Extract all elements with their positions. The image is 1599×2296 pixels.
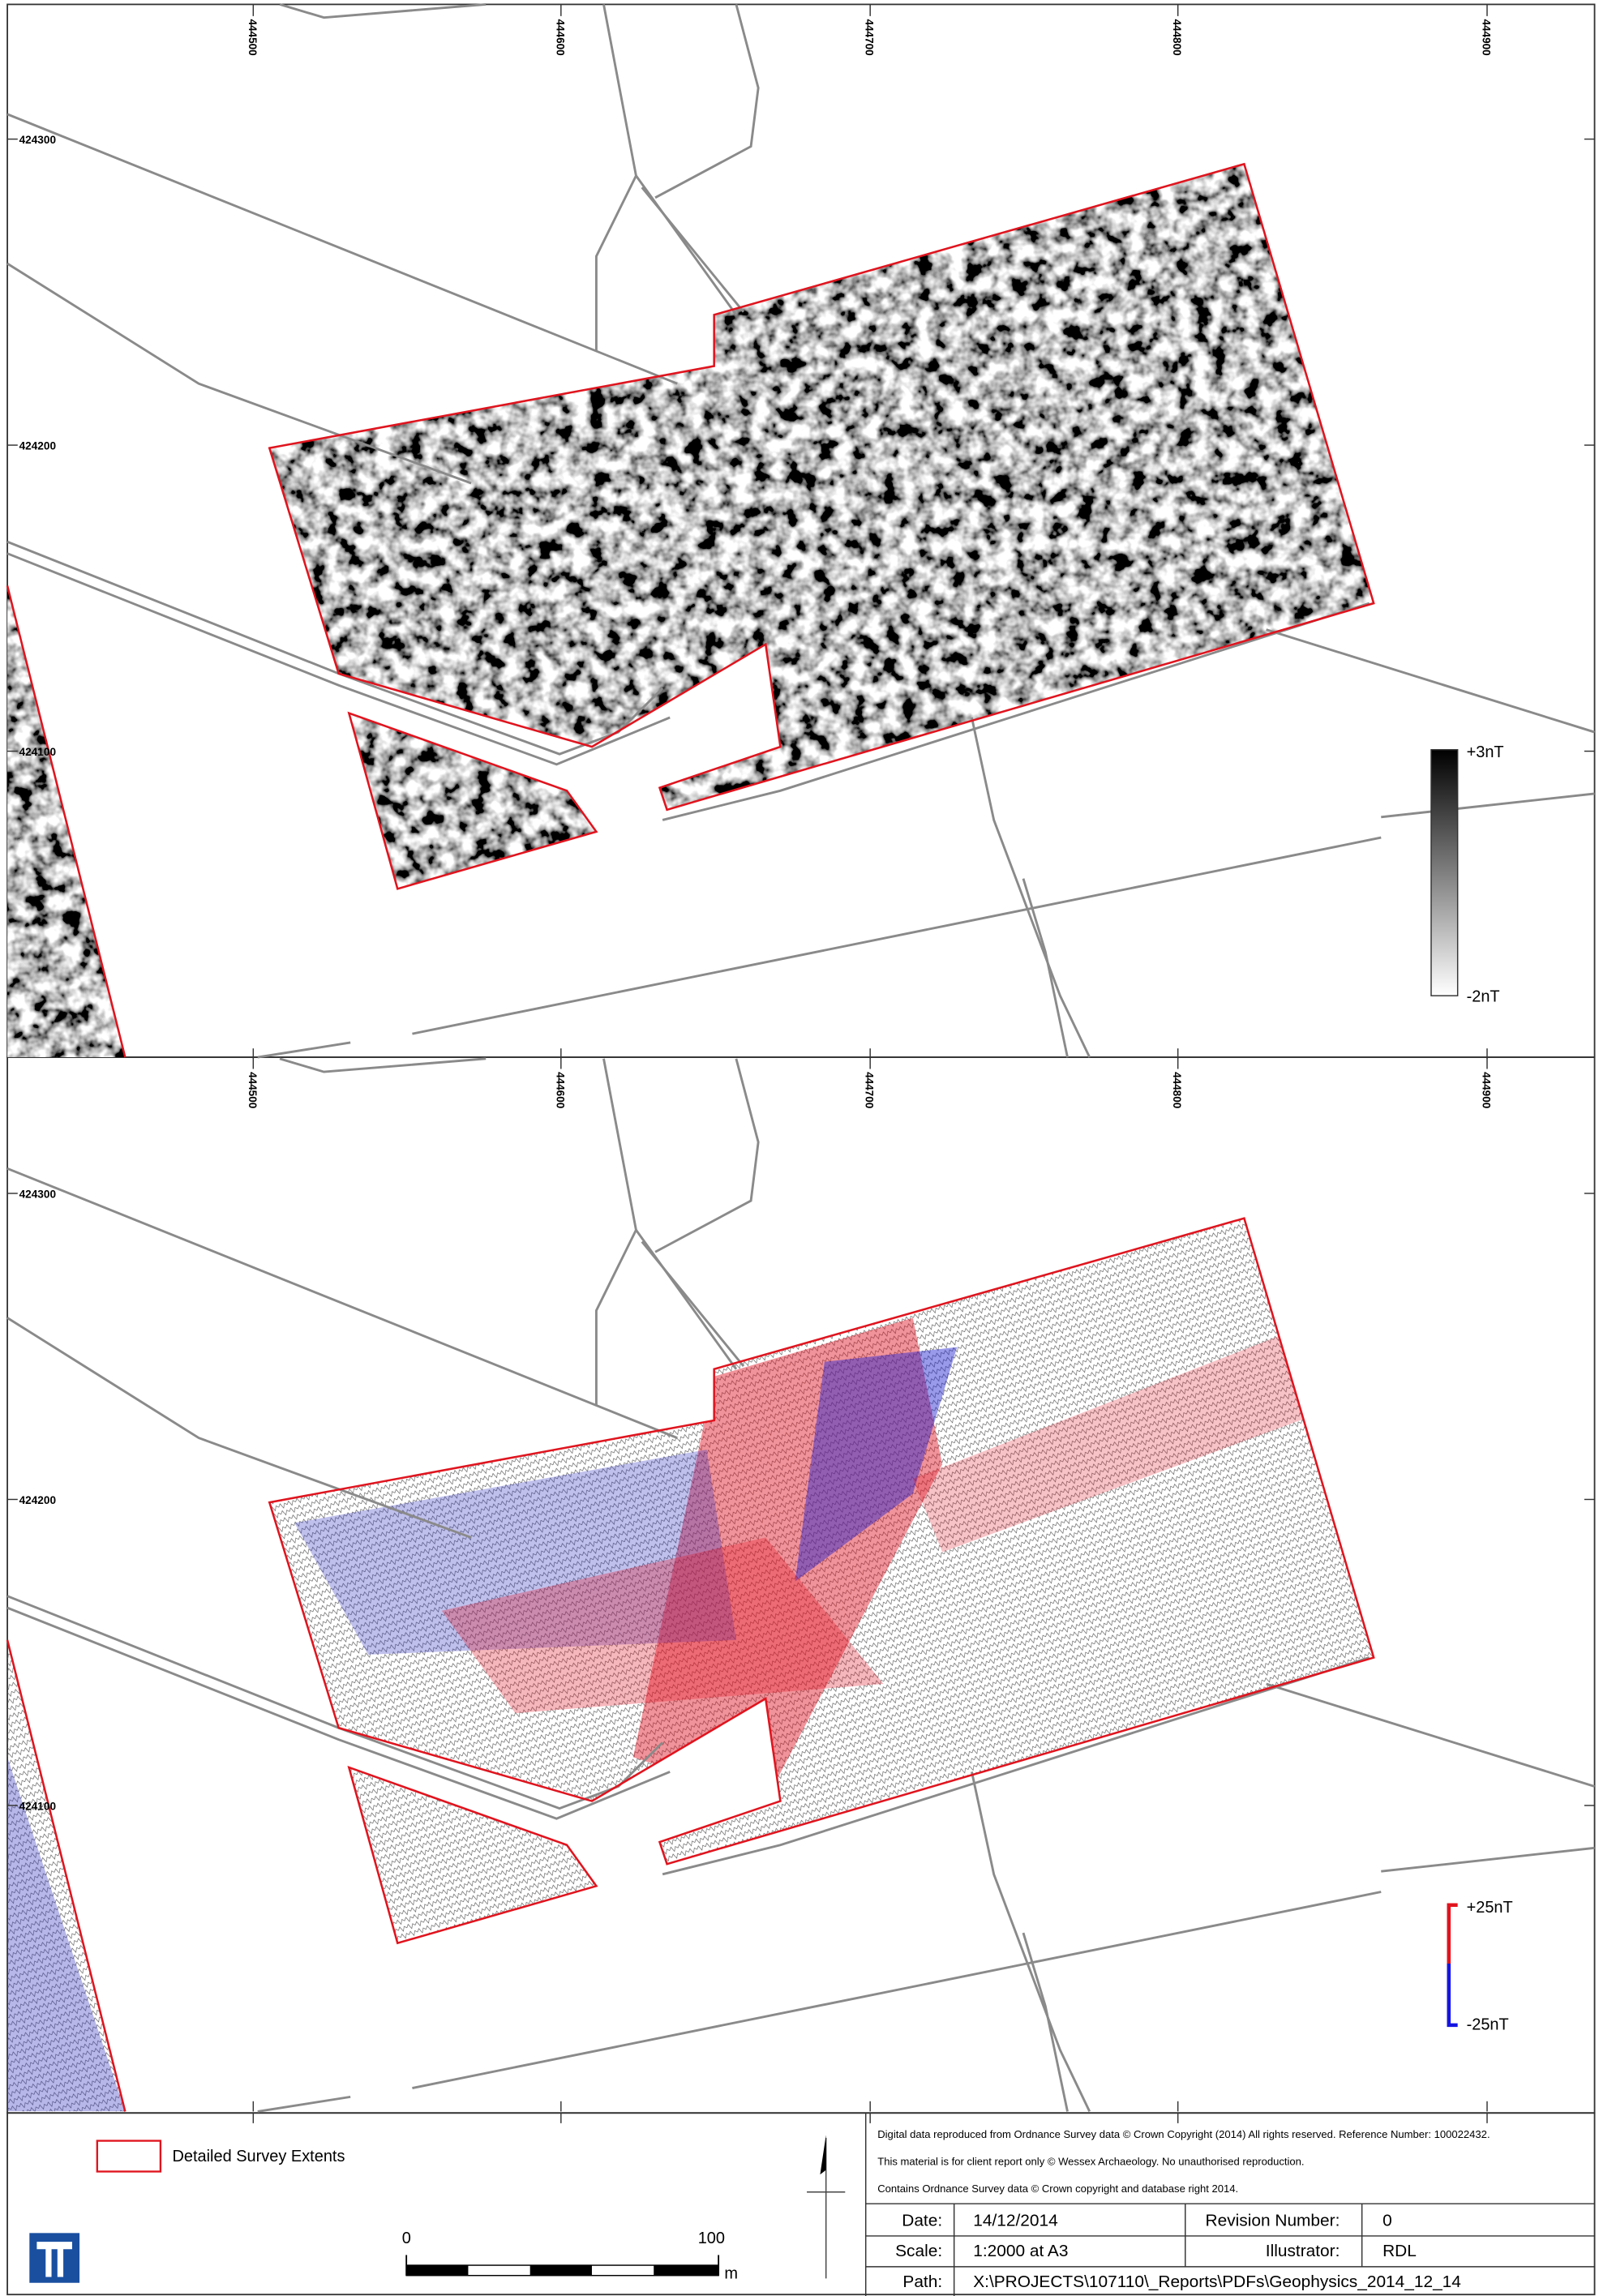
- northing-label: 424200: [19, 440, 56, 452]
- northing-label: 424300: [19, 1188, 56, 1200]
- easting-label: 444800: [1171, 19, 1183, 55]
- table-label: Scale:: [895, 2242, 942, 2260]
- note: This material is for client report only …: [877, 2155, 1304, 2167]
- easting-label: 444600: [554, 1072, 566, 1108]
- note: Digital data reproduced from Ordnance Su…: [877, 2128, 1490, 2140]
- northing-label: 424300: [19, 134, 56, 146]
- scale-label: 100: [698, 2230, 725, 2247]
- table-value: 0: [1383, 2211, 1392, 2230]
- easting-label: 444600: [554, 19, 566, 55]
- table-label: Path:: [902, 2272, 942, 2291]
- table-value: RDL: [1383, 2242, 1417, 2260]
- easting-label: 444800: [1171, 1072, 1183, 1108]
- table-value: 1:2000 at A3: [973, 2242, 1068, 2260]
- easting-label: 444700: [864, 19, 876, 55]
- easting-label: 444900: [1481, 19, 1493, 55]
- northing-label: 424100: [19, 746, 56, 758]
- legend-label: Detailed Survey Extents: [172, 2148, 345, 2165]
- magnetometry-greyscale: [0, 147, 1384, 1057]
- table-value: 14/12/2014: [973, 2211, 1057, 2230]
- page: 444500 444600 444700 444800 444900 424300 4242…: [0, 0, 1599, 2296]
- scale-label: -2nT: [1467, 987, 1500, 1005]
- legend-swatch: [97, 2141, 161, 2172]
- table-label: Revision Number:: [1206, 2211, 1340, 2230]
- scale-label: +3nT: [1467, 743, 1504, 761]
- scale-unit: m: [724, 2264, 738, 2282]
- northing-label: 424100: [19, 1800, 56, 1812]
- northing-label: 424200: [19, 1494, 56, 1506]
- scale-label: 0: [402, 2230, 411, 2247]
- easting-label: 444900: [1481, 1072, 1493, 1108]
- scale-bar: [406, 2255, 718, 2275]
- easting-label: 444500: [246, 1072, 259, 1108]
- greyscale-colorbar: [1431, 750, 1458, 996]
- north-arrow: [807, 2135, 845, 2278]
- scale-label: -25nT: [1467, 2015, 1509, 2033]
- easting-label: 444500: [246, 19, 259, 55]
- map-sheet: 444500 444600 444700 444800 444900 424300 4242…: [0, 0, 1599, 2296]
- scale-label: +25nT: [1467, 1899, 1513, 1917]
- magnetometry-xy-traces: [0, 1201, 1384, 2111]
- table-value: X:\PROJECTS\107110\_Reports\PDFs\Geophys…: [973, 2272, 1461, 2291]
- note: Contains Ordnance Survey data © Crown co…: [877, 2182, 1238, 2195]
- trace-scale-positive: [1449, 1905, 1458, 1964]
- table-label: Date:: [902, 2211, 942, 2230]
- table-label: Illustrator:: [1266, 2242, 1340, 2260]
- trace-scale-negative: [1449, 1964, 1458, 2025]
- easting-label: 444700: [864, 1072, 876, 1108]
- logo: [29, 2233, 79, 2282]
